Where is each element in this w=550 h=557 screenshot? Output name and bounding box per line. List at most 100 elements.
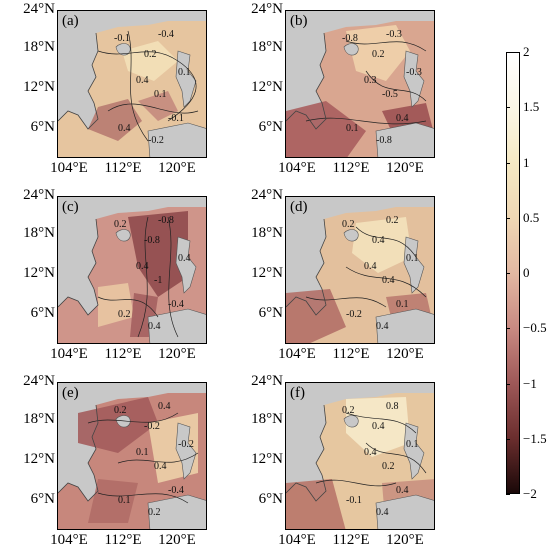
contour-label: 0.4 bbox=[364, 447, 377, 458]
contour-line bbox=[305, 296, 387, 308]
contour-label: -0.8 bbox=[144, 235, 160, 246]
colorbar-tick-mark bbox=[506, 438, 510, 440]
contour-label: 0.4 bbox=[396, 113, 409, 124]
colorbar-tick-label: −1.5 bbox=[523, 430, 547, 446]
contour-label: -0.8 bbox=[158, 215, 174, 226]
contour-label: 0.4 bbox=[178, 253, 191, 264]
borneo-landmass bbox=[375, 494, 434, 529]
coastline bbox=[58, 32, 99, 130]
hainan-island bbox=[115, 415, 131, 428]
coastline bbox=[286, 32, 327, 130]
longitude-tick: 112°E bbox=[104, 160, 142, 176]
anomaly-region bbox=[286, 479, 346, 529]
contour-label: 0.4 bbox=[372, 235, 385, 246]
contour-line bbox=[305, 117, 427, 125]
contour-line bbox=[355, 226, 417, 258]
borneo-landmass bbox=[147, 494, 206, 529]
contour-label: -0.2 bbox=[148, 135, 164, 146]
contour-label: 0.4 bbox=[376, 507, 389, 518]
colorbar-tick-label: −2 bbox=[523, 486, 537, 501]
contour-label: 0.3 bbox=[364, 75, 377, 86]
panel-label: (e) bbox=[62, 385, 79, 401]
longitude-tick: 120°E bbox=[386, 346, 424, 362]
longitude-tick: 104°E bbox=[278, 346, 316, 362]
contour-map: 0.2 -0.2 0.4 0.1 0.4 -0.4 0.1 -0.2 0.2 bbox=[58, 383, 206, 529]
colorbar-tick-mark bbox=[506, 162, 510, 164]
contour-map: 0.20.40.80.40.20.4-0.10.10.4 bbox=[286, 383, 434, 529]
philippines-landmass bbox=[403, 236, 425, 294]
borneo-landmass bbox=[375, 122, 434, 157]
latitude-tick: 6°N bbox=[258, 119, 283, 135]
colorbar-tick-label: 0.5 bbox=[523, 209, 540, 225]
longitude-tick: 104°E bbox=[278, 532, 316, 548]
contour-label: 0.4 bbox=[148, 321, 161, 332]
latitude-tick: 18°N bbox=[23, 39, 55, 55]
colorbar-tick-mark bbox=[506, 494, 510, 495]
contour-label: 0.1 bbox=[154, 89, 167, 100]
philippines-landmass bbox=[175, 236, 197, 294]
contour-map: 0.20.40.20.40.40.1-0.20.10.4 bbox=[286, 197, 434, 343]
map-plot: 0.2 0.4 0.2 0.4 0.4 0.1 -0.2 0.1 0.4 (d) bbox=[285, 196, 435, 344]
contour-line bbox=[127, 30, 149, 142]
contour-label: 0.2 bbox=[382, 461, 395, 472]
latitude-tick: 24°N bbox=[23, 1, 55, 17]
latitude-tick: 18°N bbox=[23, 225, 55, 241]
contour-line bbox=[365, 442, 427, 474]
contour-line bbox=[117, 452, 199, 464]
colorbar-tick-mark bbox=[506, 107, 510, 109]
contour-line bbox=[167, 216, 179, 338]
contour-label: 0.4 bbox=[372, 421, 385, 432]
contour-label: -0.2 bbox=[144, 421, 160, 432]
latitude-tick: 18°N bbox=[23, 411, 55, 427]
anomaly-region bbox=[286, 289, 346, 343]
contour-label: 0.1 bbox=[396, 299, 409, 310]
map-plot: 0.2 -0.8 -0.8 0.4 -1 -0.4 0.2 0.4 0.4 (c) bbox=[57, 196, 207, 344]
panel-label: (d) bbox=[290, 199, 308, 215]
contour-label: -0.8 bbox=[376, 135, 392, 146]
contour-label: 0.2 bbox=[114, 219, 127, 230]
contour-line bbox=[97, 296, 159, 318]
anomaly-region bbox=[346, 25, 410, 81]
contour-label: 0.4 bbox=[154, 461, 167, 472]
colorbar-tick-mark bbox=[506, 217, 510, 219]
contour-label: 0.4 bbox=[158, 401, 171, 412]
philippines-landmass bbox=[403, 50, 425, 108]
contour-label: 0.2 bbox=[342, 219, 355, 230]
latitude-tick: 12°N bbox=[23, 265, 55, 281]
philippines-landmass bbox=[175, 50, 197, 108]
panel-label: (b) bbox=[290, 13, 308, 29]
contour-label: 0.1 bbox=[136, 447, 149, 458]
map-plot: 0.2 0.4 0.8 0.4 0.2 0.4 -0.1 0.1 0.4 (f) bbox=[285, 382, 435, 530]
contour-label: -0.5 bbox=[382, 89, 398, 100]
panel-label: (f) bbox=[290, 385, 305, 401]
latitude-tick: 24°N bbox=[23, 373, 55, 389]
latitude-tick: 6°N bbox=[258, 491, 283, 507]
hainan-island bbox=[343, 43, 359, 56]
panel-label: (a) bbox=[62, 13, 79, 29]
contour-label: -0.1 bbox=[168, 113, 184, 124]
contour-label: 0.2 bbox=[372, 49, 385, 60]
latitude-tick: 6°N bbox=[30, 305, 55, 321]
contour-label: 0.1 bbox=[178, 67, 191, 78]
contour-label: 0.1 bbox=[406, 439, 419, 450]
longitude-tick: 120°E bbox=[158, 160, 196, 176]
contour-label: -0.4 bbox=[158, 29, 174, 40]
latitude-tick: 24°N bbox=[251, 373, 283, 389]
contour-label: 0.8 bbox=[386, 401, 399, 412]
coastline bbox=[286, 404, 327, 502]
longitude-tick: 120°E bbox=[386, 160, 424, 176]
contour-map: -0.80.2-0.30.3-0.50.40.1-0.3-0.8 bbox=[286, 11, 434, 157]
longitude-tick: 112°E bbox=[332, 160, 370, 176]
contour-label: 0.4 bbox=[364, 261, 377, 272]
contour-label: -0.4 bbox=[168, 485, 184, 496]
hainan-island bbox=[343, 229, 359, 242]
panel-label: (c) bbox=[62, 199, 79, 215]
latitude-tick: 18°N bbox=[251, 225, 283, 241]
contour-label: 0.2 bbox=[144, 49, 157, 60]
contour-label: -0.2 bbox=[178, 439, 194, 450]
latitude-tick: 18°N bbox=[251, 39, 283, 55]
longitude-tick: 104°E bbox=[50, 532, 88, 548]
contour-label: -0.4 bbox=[168, 299, 184, 310]
latitude-tick: 6°N bbox=[30, 491, 55, 507]
contour-line bbox=[345, 412, 417, 434]
